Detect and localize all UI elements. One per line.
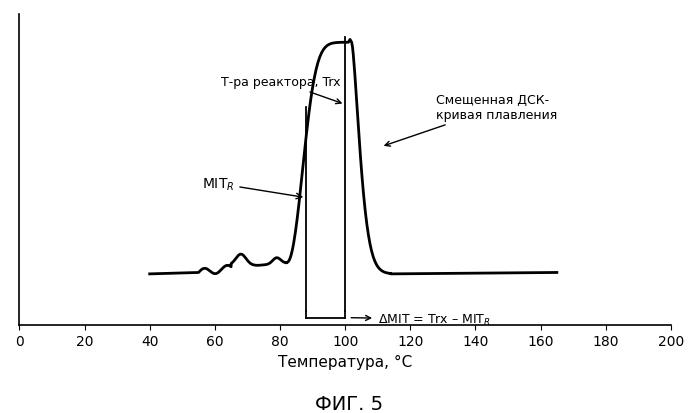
X-axis label: Температура, °C: Температура, °C bbox=[278, 354, 412, 369]
Text: Т-ра реактора, Trx: Т-ра реактора, Trx bbox=[222, 76, 341, 104]
Text: Смещенная ДСК-
кривая плавления: Смещенная ДСК- кривая плавления bbox=[385, 94, 558, 147]
Text: $\Delta$MIT = Trx – MIT$_R$: $\Delta$MIT = Trx – MIT$_R$ bbox=[351, 312, 491, 327]
Text: ФИГ. 5: ФИГ. 5 bbox=[315, 394, 384, 413]
Text: MIT$_R$: MIT$_R$ bbox=[202, 176, 302, 199]
